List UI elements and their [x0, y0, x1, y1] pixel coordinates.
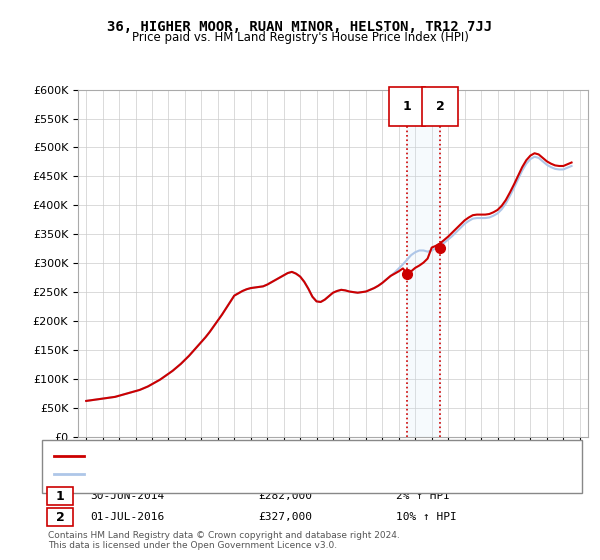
Text: HPI: Average price, detached house, Cornwall: HPI: Average price, detached house, Corn…: [90, 469, 365, 479]
Text: 2% ↑ HPI: 2% ↑ HPI: [396, 491, 450, 501]
Text: 2: 2: [436, 100, 445, 113]
Text: 1: 1: [56, 489, 64, 503]
Text: 30-JUN-2014: 30-JUN-2014: [90, 491, 164, 501]
Text: Price paid vs. HM Land Registry's House Price Index (HPI): Price paid vs. HM Land Registry's House …: [131, 31, 469, 44]
Text: 2: 2: [56, 511, 64, 524]
Bar: [407, 90, 440, 437]
Text: £327,000: £327,000: [258, 512, 312, 522]
Text: 1: 1: [403, 100, 412, 113]
Text: Contains HM Land Registry data © Crown copyright and database right 2024.
This d: Contains HM Land Registry data © Crown c…: [48, 530, 400, 550]
Text: 10% ↑ HPI: 10% ↑ HPI: [396, 512, 457, 522]
Text: 36, HIGHER MOOR, RUAN MINOR, HELSTON, TR12 7JJ (detached house): 36, HIGHER MOOR, RUAN MINOR, HELSTON, TR…: [90, 451, 484, 461]
Text: 36, HIGHER MOOR, RUAN MINOR, HELSTON, TR12 7JJ: 36, HIGHER MOOR, RUAN MINOR, HELSTON, TR…: [107, 20, 493, 34]
Text: £282,000: £282,000: [258, 491, 312, 501]
Text: 01-JUL-2016: 01-JUL-2016: [90, 512, 164, 522]
